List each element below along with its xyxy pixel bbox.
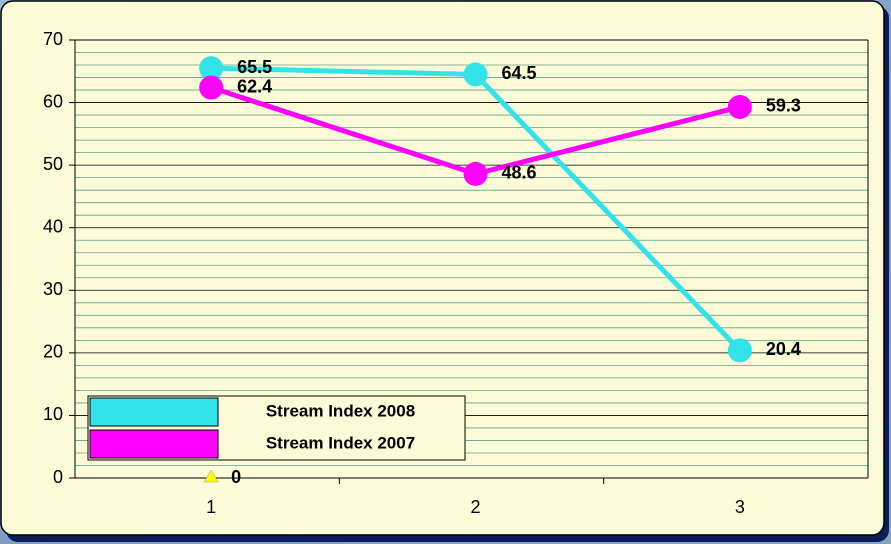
y-tick-label: 20 bbox=[43, 342, 63, 362]
y-tick-label: 40 bbox=[43, 216, 63, 236]
y-tick-label: 50 bbox=[43, 154, 63, 174]
y-tick-label: 70 bbox=[43, 29, 63, 49]
x-tick-label: 3 bbox=[735, 497, 745, 517]
y-tick-label: 30 bbox=[43, 279, 63, 299]
legend-label: Stream Index 2008 bbox=[266, 401, 415, 420]
marker bbox=[728, 95, 752, 119]
data-label: 20.4 bbox=[766, 339, 801, 359]
marker bbox=[199, 76, 223, 100]
legend-label: Stream Index 2007 bbox=[266, 433, 415, 452]
y-tick-label: 0 bbox=[53, 467, 63, 487]
legend-swatch bbox=[90, 398, 218, 426]
y-tick-label: 10 bbox=[43, 404, 63, 424]
y-tick-label: 60 bbox=[43, 91, 63, 111]
data-label: 59.3 bbox=[766, 96, 801, 116]
page: 0 10 20 30 40 50 60 70 1 2 3 65.5 64.5 20.4 62.4 48.6 59… bbox=[0, 0, 891, 544]
data-label: 64.5 bbox=[502, 63, 537, 83]
x-tick-label: 2 bbox=[470, 497, 480, 517]
marker bbox=[464, 162, 488, 186]
data-label: 65.5 bbox=[237, 57, 272, 77]
data-label: 0 bbox=[231, 467, 241, 487]
marker bbox=[464, 62, 488, 86]
data-label: 62.4 bbox=[237, 76, 272, 96]
legend-swatch bbox=[90, 430, 218, 458]
data-label: 48.6 bbox=[502, 163, 537, 183]
x-tick-label: 1 bbox=[206, 497, 216, 517]
marker bbox=[728, 338, 752, 362]
chart: 0 10 20 30 40 50 60 70 1 2 3 65.5 64.5 20.4 62.4 48.6 59… bbox=[0, 0, 891, 544]
